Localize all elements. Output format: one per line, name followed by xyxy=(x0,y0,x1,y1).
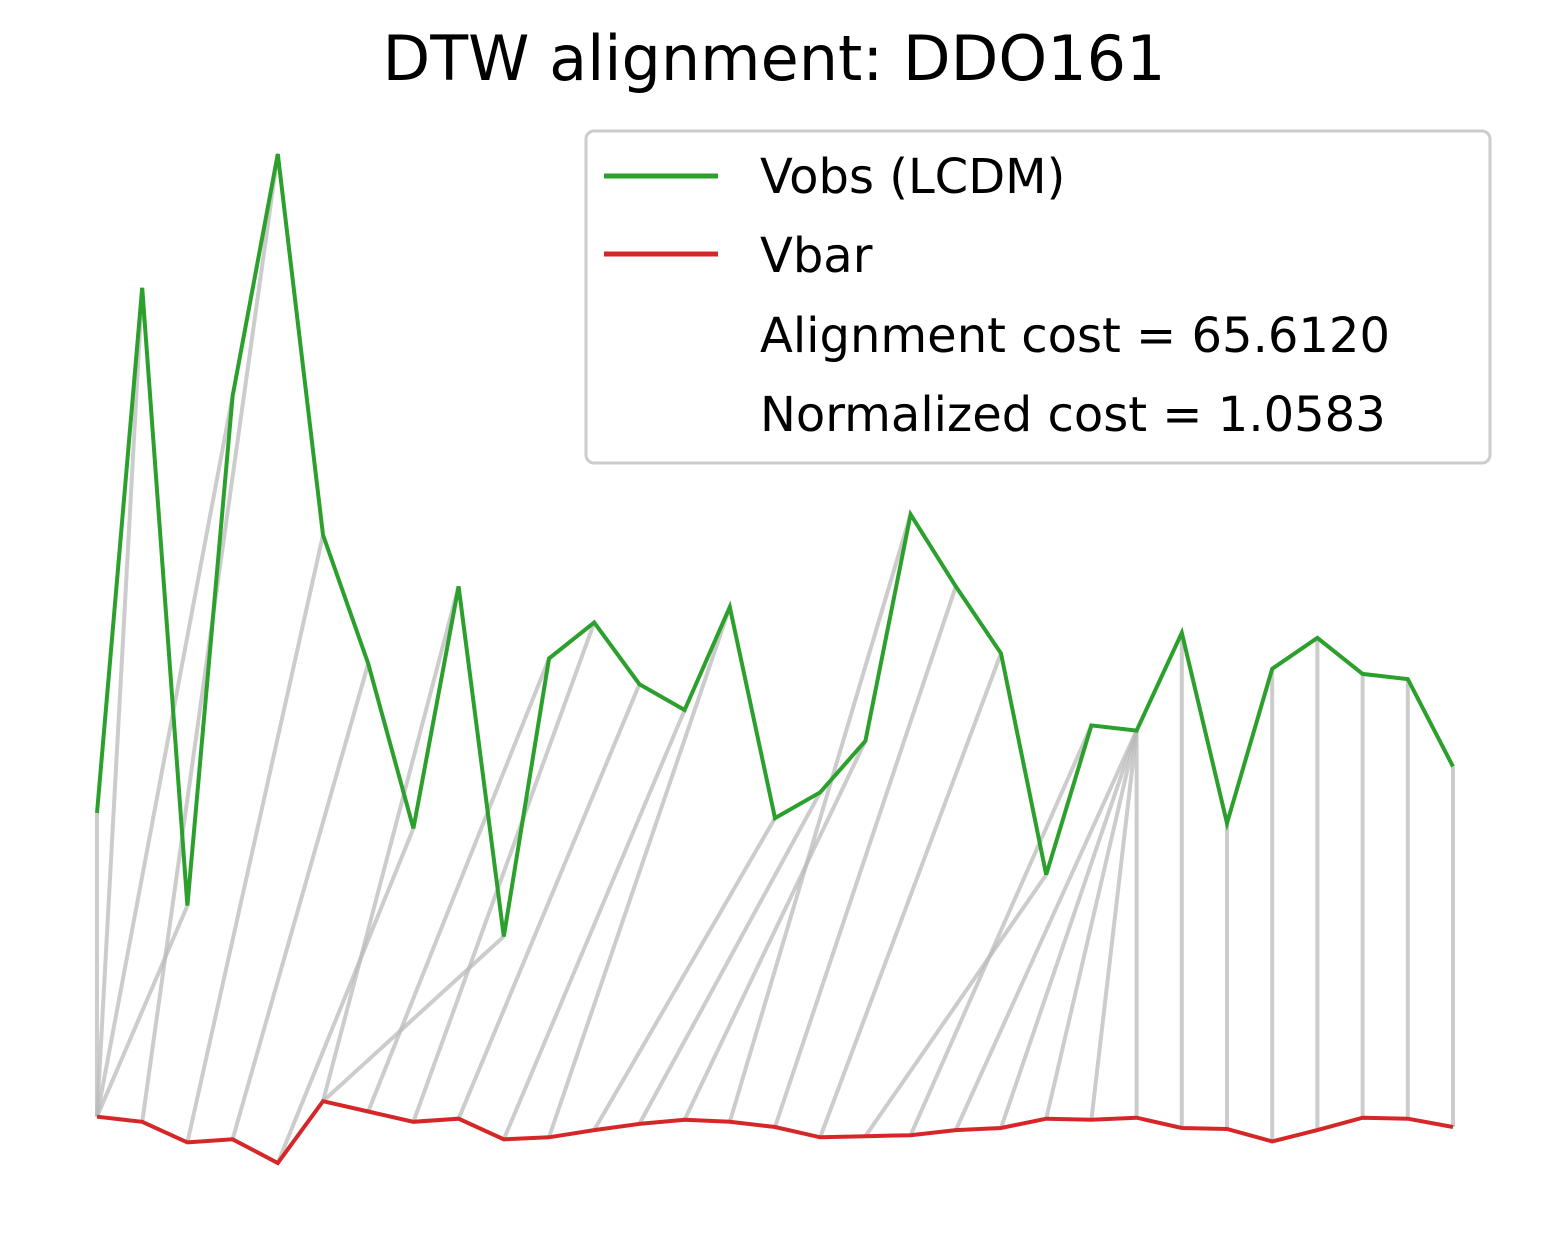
alignment-connector xyxy=(321,585,461,1102)
alignment-connector xyxy=(321,935,506,1103)
alignment-connector xyxy=(773,585,958,1128)
chart-title: DTW alignment: DDO161 xyxy=(382,22,1165,95)
alignment-connector xyxy=(547,606,732,1138)
alignment-connector xyxy=(999,729,1139,1129)
alignment-connector xyxy=(727,513,913,1123)
alignment-connector xyxy=(637,791,822,1125)
alignment-connector xyxy=(863,873,1048,1138)
alignment-connectors xyxy=(95,153,1455,1164)
alignment-connector xyxy=(275,827,416,1164)
alignment-connector xyxy=(185,534,325,1143)
legend-alignment-cost: Alignment cost = 65.6120 xyxy=(760,308,1390,364)
alignment-connector xyxy=(230,663,371,1140)
legend-label-vbar: Vbar xyxy=(760,228,873,284)
alignment-connector xyxy=(908,724,1094,1137)
legend: Vobs (LCDM) Vbar Alignment cost = 65.612… xyxy=(584,129,1492,465)
alignment-connector xyxy=(1044,730,1139,1120)
alignment-connector xyxy=(682,740,868,1121)
legend-frame xyxy=(584,129,1492,465)
alignment-connector xyxy=(95,904,190,1118)
alignment-connector xyxy=(366,657,551,1113)
alignment-connector xyxy=(592,817,777,1132)
series-line-vbar xyxy=(96,1098,1454,1166)
series-line-vobs xyxy=(95,153,1455,937)
legend-normalized-cost: Normalized cost = 1.0583 xyxy=(760,387,1386,443)
alignment-connector xyxy=(95,395,235,1118)
alignment-connector xyxy=(818,652,1003,1138)
alignment-connector xyxy=(95,287,145,1117)
alignment-connector xyxy=(411,621,597,1123)
alignment-connector xyxy=(1089,730,1139,1120)
legend-label-vobs: Vobs (LCDM) xyxy=(760,149,1065,205)
alignment-connector xyxy=(456,683,642,1120)
alignment-connector xyxy=(501,709,687,1141)
alignment-connector xyxy=(953,729,1139,1131)
